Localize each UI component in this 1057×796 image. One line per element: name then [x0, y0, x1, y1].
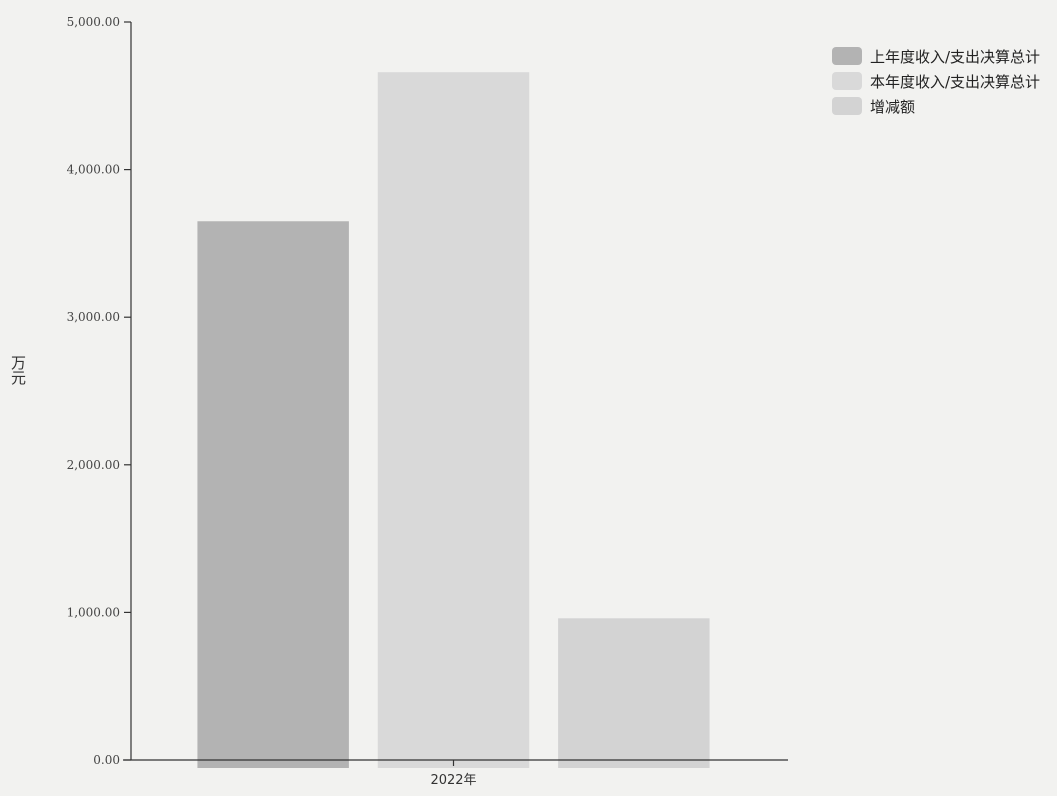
y-tick-label: 0.00 — [93, 753, 120, 767]
y-tick-label: 5,000.00 — [67, 15, 120, 29]
legend-label: 本年度收入/支出决算总计 — [870, 73, 1040, 91]
x-tick-label: 2022年 — [430, 773, 476, 788]
y-tick-label: 1,000.00 — [67, 605, 120, 619]
bar-3 — [558, 618, 710, 768]
y-tick-label: 4,000.00 — [67, 163, 120, 177]
y-tick-label: 3,000.00 — [67, 310, 120, 324]
y-axis-label: 万元 — [9, 355, 27, 386]
bars-group — [197, 72, 710, 768]
bar-2 — [377, 72, 530, 768]
legend-swatch — [832, 47, 862, 65]
legend-swatch — [832, 72, 862, 90]
legend-swatch — [832, 97, 862, 115]
y-tick-label: 2,000.00 — [67, 458, 120, 472]
legend-label: 增减额 — [870, 98, 915, 116]
bar-1 — [197, 221, 349, 768]
y-axis-ticks: 0.00 1,000.00 2,000.00 3,000.00 4,000.00 5,00… — [67, 15, 131, 767]
legend-label: 上年度收入/支出决算总计 — [870, 48, 1040, 66]
